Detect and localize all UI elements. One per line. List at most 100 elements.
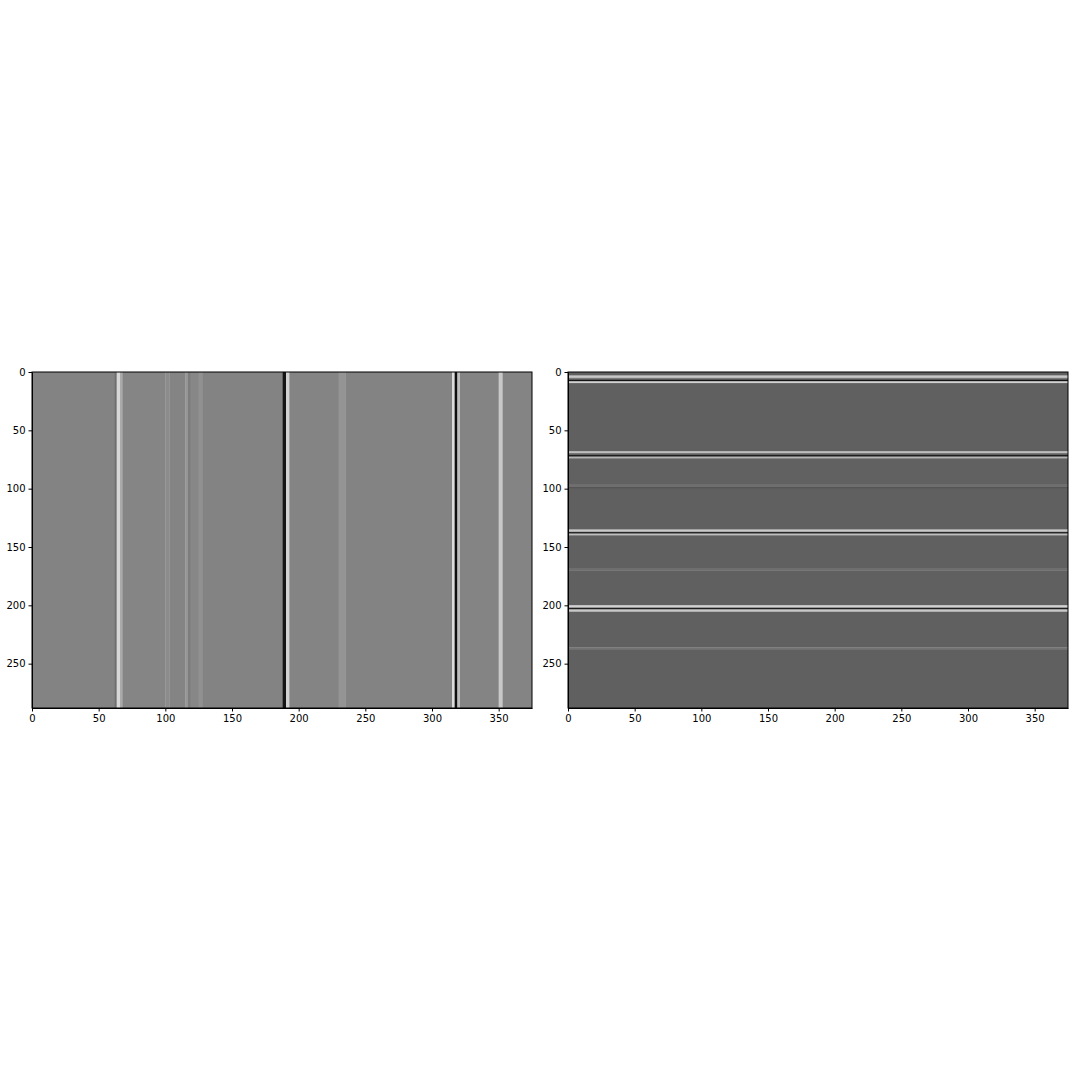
image-band [503,372,532,708]
x-tick: 150 [759,708,778,724]
panel: 050100150200250300350050100150200250 [6,367,532,724]
y-tick-mark [29,547,33,548]
x-tick-label: 0 [565,713,571,724]
image-band [568,484,1068,487]
y-tick-mark [565,605,569,606]
x-axis-line [33,708,533,709]
y-tick: 250 [6,658,32,669]
image [32,372,532,708]
panel: 0 50 100 150 200 250 300 350 0 50 100 150 200 250 [542,367,1068,724]
x-tick-mark [32,708,33,712]
image-band [120,372,123,708]
image-band [452,372,455,708]
image-band [568,372,1068,376]
x-tick: 200 [290,708,309,724]
y-tick-label: 50 [13,425,26,436]
image-band [568,380,1068,382]
x-tick-label: 50 [93,713,106,724]
y-tick-label: 200 [6,600,25,611]
y-tick: 0 [555,367,568,378]
image-band [165,372,169,708]
image-band [568,605,1068,608]
y-tick-mark [29,605,33,606]
y-tick: 0 [19,367,32,378]
image [568,372,1068,708]
y-axis-line [568,373,569,709]
image-band [568,530,1068,533]
image-band [568,383,1068,452]
image-band [568,608,1068,610]
image-band [568,378,1068,380]
y-tick-mark [565,547,569,548]
image-band [199,372,203,708]
image-band [117,372,121,708]
x-axis: 050100150200250300350 [565,708,1068,724]
y-tick-label: 50 [549,425,562,436]
x-tick: 350 [490,708,509,724]
y-tick: 150 [6,542,32,553]
image-band [568,486,1068,489]
x-tick-label: 50 [629,713,642,724]
image-band [568,451,1068,453]
x-tick: 200 [826,708,845,724]
x-axis-line [569,708,1069,709]
y-tick-label: 250 [542,658,561,669]
y-tick-mark [29,430,33,431]
x-tick: 150 [223,708,242,724]
y-tick-label: 250 [6,658,25,669]
x-tick-mark [701,708,702,712]
y-axis: 0 50 100 150 200 250 [542,367,568,709]
x-tick-label: 350 [490,713,509,724]
x-tick: 0 [565,708,571,724]
x-tick-label: 250 [892,713,911,724]
image-band [568,612,1068,648]
image-band [115,372,117,708]
x-tick-mark [299,708,300,712]
y-tick-label: 100 [6,483,25,494]
x-tick-label: 200 [826,713,845,724]
image-band [286,372,290,708]
y-tick-label: 0 [555,367,561,378]
image-band [32,372,115,708]
x-tick-mark [499,708,500,712]
image-band [339,372,346,708]
y-tick-mark [29,664,33,665]
y-tick-label: 200 [542,600,561,611]
x-tick-mark [1035,708,1036,712]
y-tick: 50 [13,425,32,436]
image-band [185,372,188,708]
y-axis-line [32,373,33,709]
image-band [169,372,185,708]
y-tick: 250 [542,658,568,669]
x-tick: 300 [959,708,978,724]
y-axis: 0 50 100 150 200 250 [6,367,32,709]
x-tick-label: 100 [156,713,175,724]
x-tick-mark [99,708,100,712]
y-tick-label: 150 [542,542,561,553]
image-band [568,457,1068,459]
image-band [455,372,458,708]
x-tick-label: 350 [1026,713,1045,724]
image-band [568,489,1068,530]
image-band [568,570,1068,605]
x-tick-mark [432,708,433,712]
y-tick-mark [565,489,569,490]
image-band [568,609,1068,612]
y-tick-label: 150 [6,542,25,553]
x-tick-mark [835,708,836,712]
image-band [191,372,199,708]
x-tick-mark [968,708,969,712]
x-tick: 100 [156,708,175,724]
figure: 0 50 100 150 200 250 300 350 0 50 100 150 200 250 0 50 1… [0,0,1080,1080]
x-tick-label: 150 [759,713,778,724]
x-tick-label: 200 [290,713,309,724]
image-band [568,534,1068,536]
x-tick-mark [568,708,569,712]
x-tick-label: 300 [959,713,978,724]
y-tick-label: 100 [542,483,561,494]
image-band [123,372,166,708]
image-band [568,376,1068,379]
plot-frame [568,372,1068,708]
y-tick: 200 [542,600,568,611]
x-tick-mark [768,708,769,712]
